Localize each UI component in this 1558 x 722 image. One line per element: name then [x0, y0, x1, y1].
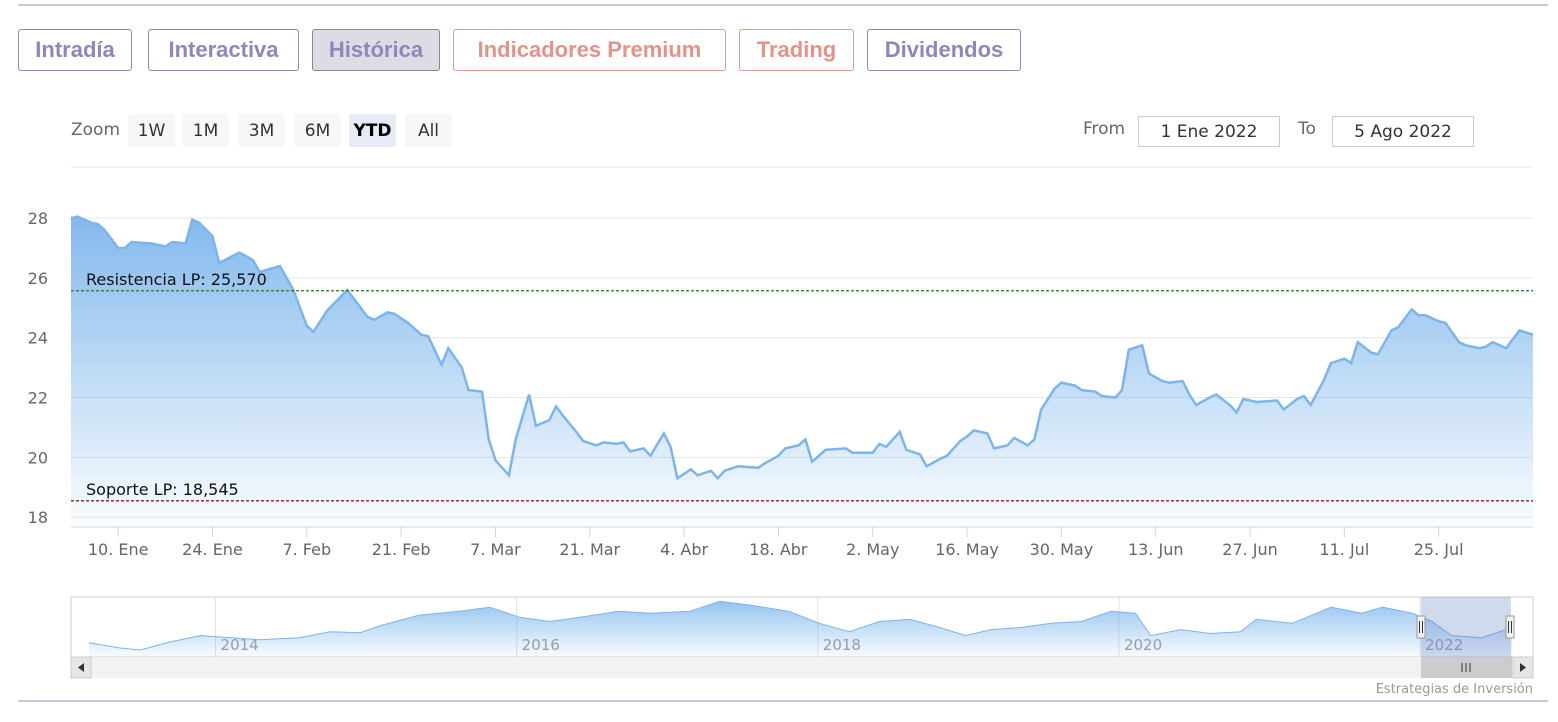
area — [71, 216, 1533, 527]
tab[interactable]: Histórica — [312, 29, 440, 71]
handle-grip — [1508, 621, 1512, 633]
plot-line-label: Soporte LP: 18,545 — [86, 480, 239, 499]
from-input[interactable]: 1 Ene 2022 — [1138, 116, 1280, 147]
zoom-button[interactable]: 3M — [238, 114, 285, 147]
zoom-label: Zoom — [71, 120, 121, 140]
y-tick-label: 28 — [28, 209, 48, 228]
x-tick-label: 7. Mar — [470, 540, 521, 559]
zoom-button[interactable]: 1M — [182, 114, 229, 147]
tab[interactable]: Dividendos — [867, 29, 1021, 71]
x-tick-label: 25. Jul — [1414, 540, 1464, 559]
navigator-area — [89, 601, 1512, 657]
x-tick-label: 16. May — [935, 540, 999, 559]
thumb-grip — [1461, 663, 1471, 672]
y-tick-label: 18 — [28, 508, 48, 527]
to-label: To — [1298, 119, 1316, 139]
plot-line-label: Resistencia LP: 25,570 — [86, 270, 267, 289]
y-tick-label: 26 — [28, 269, 48, 288]
credits: Estrategias de Inversión — [1376, 682, 1533, 697]
tab[interactable]: Interactiva — [148, 29, 299, 71]
navigator-handle[interactable] — [1416, 615, 1426, 639]
from-label: From — [1083, 119, 1126, 139]
navigator-line — [89, 600, 1513, 651]
line — [70, 215, 1534, 481]
to-input[interactable]: 5 Ago 2022 — [1332, 116, 1474, 147]
x-tick-label: 27. Jun — [1222, 540, 1278, 559]
x-tick-label: 11. Jul — [1319, 540, 1369, 559]
arrow-left — [78, 663, 84, 672]
zoom-button[interactable]: 1W — [128, 114, 175, 147]
x-tick-label: 21. Mar — [559, 540, 620, 559]
x-tick-label: 7. Feb — [282, 540, 331, 559]
handle-grip — [1419, 621, 1423, 633]
tab[interactable]: Intradía — [18, 29, 132, 71]
x-tick-label: 18. Abr — [749, 540, 808, 559]
tab[interactable]: Trading — [739, 29, 854, 71]
tab[interactable]: Indicadores Premium — [453, 29, 726, 71]
scrollbar[interactable] — [71, 657, 1533, 678]
y-tick-label: 20 — [28, 448, 48, 467]
zoom-button[interactable]: YTD — [349, 114, 396, 147]
x-tick-label: 30. May — [1030, 540, 1094, 559]
x-tick-label: 10. Ene — [88, 540, 149, 559]
x-tick-label: 2. May — [846, 540, 899, 559]
navigator-mask — [1421, 597, 1511, 657]
y-tick-label: 24 — [28, 329, 48, 348]
x-tick-label: 13. Jun — [1128, 540, 1184, 559]
x-tick-label: 21. Feb — [372, 540, 431, 559]
arrow-right — [1520, 663, 1526, 672]
zoom-button[interactable]: All — [405, 114, 452, 147]
y-tick-label: 22 — [28, 389, 48, 408]
navigator-handle[interactable] — [1505, 615, 1515, 639]
x-tick-label: 24. Ene — [182, 540, 243, 559]
x-tick-label: 4. Abr — [660, 540, 708, 559]
zoom-button[interactable]: 6M — [294, 114, 341, 147]
